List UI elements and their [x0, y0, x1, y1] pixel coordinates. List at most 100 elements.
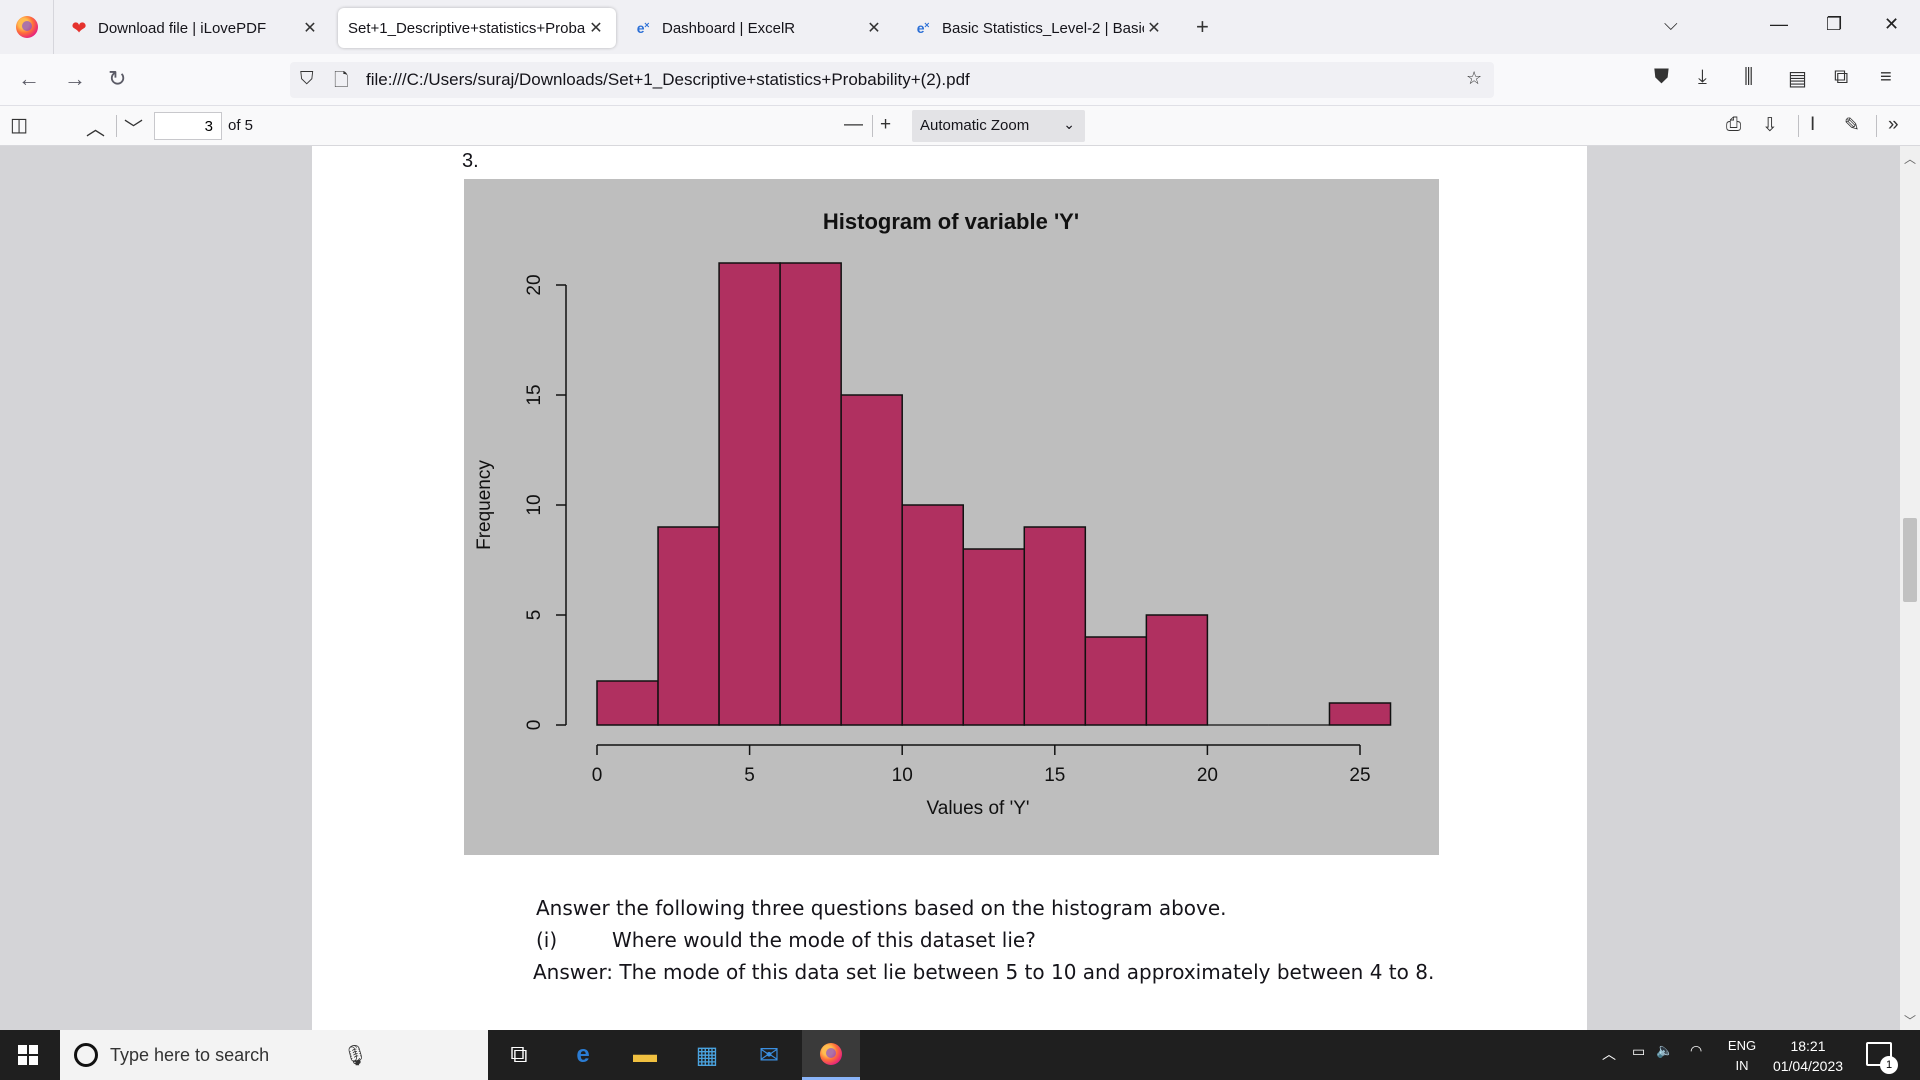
forward-arrow-icon[interactable]: → — [64, 66, 86, 91]
tab-basic-statistics[interactable]: e˟ Basic Statistics_Level-2 | Basic S ✕ — [904, 8, 1174, 48]
microphone-icon[interactable]: 🎙 — [342, 1045, 368, 1067]
save-download-icon[interactable]: ⇩ — [1762, 115, 1778, 136]
histogram-bar — [718, 262, 781, 726]
intro-line: Answer the following three questions bas… — [536, 896, 1227, 920]
notification-center-icon[interactable] — [1866, 1042, 1892, 1066]
histogram-chart: Histogram of variable 'Y' 0 5 10 15 20 25 Value… — [464, 179, 1439, 855]
tools-double-chevron-icon[interactable]: » — [1888, 114, 1899, 135]
page-number-input[interactable] — [154, 112, 222, 140]
clock-date: 01/04/2023 — [1772, 1058, 1844, 1074]
zoom-in-icon[interactable]: + — [880, 114, 892, 135]
scroll-thumb[interactable] — [1903, 518, 1917, 602]
url-text[interactable]: file:///C:/Users/suraj/Downloads/Set+1_D… — [366, 70, 970, 89]
navigation-toolbar: ← → ↻ ⛉ 🗋 file:///C:/Users/suraj/Downloa… — [0, 54, 1920, 106]
y-tick-label: 0 — [524, 720, 545, 731]
question-i: (i) Where would the mode of this dataset … — [536, 924, 1434, 956]
x-axis-label: Values of 'Y' — [926, 798, 1029, 819]
store-icon[interactable]: ▦ — [695, 1041, 719, 1069]
back-arrow-icon[interactable]: ← — [18, 66, 40, 91]
restore-icon[interactable]: ❐ — [1826, 14, 1843, 34]
x-tick-label: 0 — [592, 765, 603, 786]
downloads-icon[interactable]: ⤓ — [1698, 66, 1707, 88]
taskbar-search[interactable]: Type here to search 🎙 — [60, 1030, 488, 1080]
list-all-tabs-chevron-icon[interactable]: ⌵ — [1664, 14, 1678, 34]
volume-icon[interactable]: 🔈 — [1656, 1042, 1674, 1058]
wifi-icon[interactable]: ◠ — [1690, 1042, 1703, 1058]
tab-title: Basic Statistics_Level-2 | Basic S — [942, 19, 1144, 37]
close-tab-icon[interactable]: ✕ — [1147, 20, 1161, 37]
zoom-value: Automatic Zoom — [920, 117, 1030, 134]
pdf-toolbar: ◫ ︿ ﹀ of 5 — + Automatic Zoom ⌄ ⎙ ⇩ I ✎ … — [0, 106, 1920, 146]
language-indicator[interactable]: ENG IN — [1722, 1036, 1762, 1076]
scroll-up-icon[interactable]: ︿ — [1904, 152, 1917, 166]
lang-bottom: IN — [1735, 1058, 1749, 1073]
cortana-icon — [74, 1043, 98, 1067]
close-tab-icon[interactable]: ✕ — [867, 20, 881, 37]
zoom-select[interactable]: Automatic Zoom ⌄ — [912, 110, 1085, 142]
show-hidden-icons-chevron-icon[interactable]: ︿ — [1602, 1046, 1616, 1062]
tab-ilovepdf[interactable]: ❤ Download file | iLovePDF ✕ — [60, 8, 330, 48]
notification-count: 1 — [1880, 1056, 1898, 1074]
y-tick-label: 15 — [524, 384, 545, 405]
tab-strip — [0, 0, 1920, 54]
x-tick-label: 20 — [1197, 765, 1218, 786]
search-placeholder: Type here to search — [110, 1045, 270, 1065]
tab-excelr-dashboard[interactable]: e˟ Dashboard | ExcelR ✕ — [624, 8, 894, 48]
next-page-chevron-icon[interactable]: ﹀ — [124, 119, 144, 140]
tab-title: Set+1_Descriptive+statistics+Proba — [348, 19, 586, 37]
file-explorer-icon[interactable]: ▬ — [633, 1041, 657, 1068]
new-tab-plus-icon[interactable]: + — [1196, 14, 1209, 39]
shield-icon[interactable]: ⛉ — [300, 68, 314, 88]
close-window-icon[interactable]: ✕ — [1884, 14, 1900, 34]
previous-page-chevron-icon[interactable]: ︿ — [86, 119, 106, 140]
vertical-scrollbar[interactable]: ︿ ﹀ — [1900, 146, 1920, 1030]
histogram-bar — [1023, 526, 1087, 726]
minimize-icon[interactable]: — — [1770, 14, 1788, 34]
battery-icon[interactable]: ▭ — [1632, 1043, 1646, 1059]
lang-top: ENG — [1727, 1038, 1757, 1053]
firefox-icon — [15, 16, 38, 38]
firefox-icon — [820, 1042, 842, 1065]
y-tick-label: 20 — [524, 274, 545, 295]
heart-icon: ❤ — [71, 17, 87, 38]
close-tab-icon[interactable]: ✕ — [589, 20, 603, 37]
extensions-icon[interactable]: ⧉ — [1834, 66, 1849, 88]
windows-taskbar: Type here to search 🎙 ⧉ e ▬ ▦ ✉ ︿ ▭ 🔈 ◠ … — [0, 1030, 1920, 1080]
clock[interactable]: 18:21 01/04/2023 — [1768, 1036, 1848, 1076]
text-tool-icon[interactable]: I — [1810, 114, 1816, 135]
close-tab-icon[interactable]: ✕ — [303, 20, 317, 37]
y-tick-label: 10 — [524, 494, 545, 515]
task-view-icon[interactable]: ⧉ — [510, 1041, 528, 1068]
zoom-out-icon[interactable]: — — [844, 114, 863, 135]
histogram-bar — [1145, 614, 1209, 726]
x-tick-label: 15 — [1044, 765, 1065, 786]
sidebar-icon[interactable]: ▤ — [1788, 68, 1807, 90]
question-i-number: (i) — [536, 928, 558, 952]
page-icon[interactable]: 🗋 — [334, 70, 349, 90]
url-bar[interactable]: ⛉ 🗋 file:///C:/Users/suraj/Downloads/Set… — [290, 62, 1494, 98]
x-tick-label: 25 — [1349, 765, 1370, 786]
bookmark-star-icon[interactable]: ☆ — [1466, 68, 1483, 88]
edge-icon[interactable]: e — [576, 1041, 590, 1068]
windows-start-icon[interactable] — [18, 1045, 38, 1065]
app-menu-icon[interactable]: ≡ — [1880, 66, 1892, 88]
print-icon[interactable]: ⎙ — [1726, 114, 1742, 135]
histogram-bar — [779, 262, 842, 726]
library-icon[interactable]: ⫼ — [1744, 66, 1754, 88]
firefox-taskbar-icon[interactable] — [802, 1030, 860, 1080]
answer-text: Answer the following three questions bas… — [533, 892, 1434, 988]
mail-icon[interactable]: ✉ — [758, 1041, 780, 1069]
tab-pdf-active[interactable]: Set+1_Descriptive+statistics+Proba ✕ — [338, 8, 616, 48]
chart-title: Histogram of variable 'Y' — [823, 209, 1079, 234]
clock-time: 18:21 — [1790, 1038, 1826, 1054]
toggle-sidebar-icon[interactable]: ◫ — [10, 115, 28, 136]
draw-pen-icon[interactable]: ✎ — [1844, 115, 1860, 136]
histogram-bar — [596, 680, 659, 726]
tab-title: Download file | iLovePDF — [98, 19, 267, 37]
firefox-view-button[interactable] — [0, 0, 54, 54]
x-tick-label: 5 — [744, 765, 755, 786]
reload-icon[interactable]: ↻ — [108, 66, 127, 91]
page-total-label: of 5 — [228, 117, 254, 134]
pocket-icon[interactable]: ⛊ — [1654, 66, 1669, 88]
scroll-down-icon[interactable]: ﹀ — [1904, 1014, 1917, 1028]
